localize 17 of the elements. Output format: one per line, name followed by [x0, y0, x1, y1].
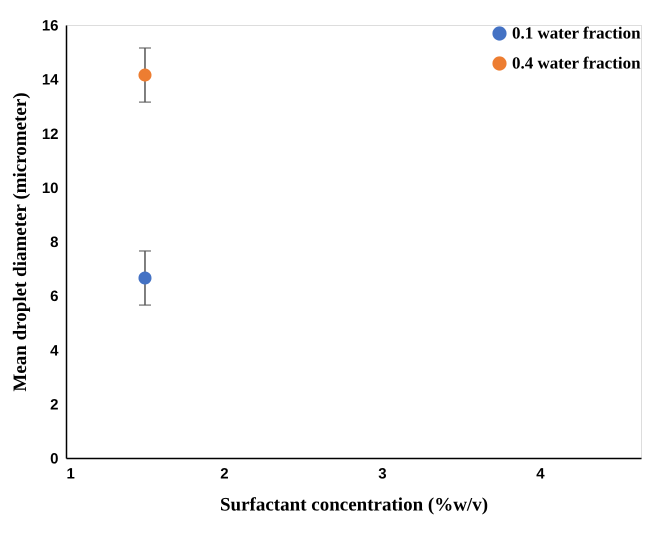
legend-label: 0.1 water fraction	[512, 24, 642, 42]
y-tick-label: 16	[42, 18, 58, 34]
x-axis-title: Surfactant concentration (%w/v)	[220, 494, 488, 516]
x-tick-label: 3	[378, 466, 387, 482]
y-tick-label: 14	[42, 72, 60, 89]
x-tick-label: 2	[220, 466, 229, 482]
y-tick-label: 6	[50, 288, 58, 306]
y-tick-label: 10	[42, 180, 58, 197]
y-axis-title: Mean droplet diameter (micrometer)	[10, 92, 31, 392]
y-tick-label: 8	[50, 234, 58, 251]
x-tick-label: 1	[66, 466, 75, 482]
y-tick-label: 0	[50, 450, 58, 468]
y-tick-label: 2	[50, 396, 58, 414]
x-tick-label: 4	[536, 466, 546, 482]
legend-label: 0.4 water fraction	[512, 54, 642, 72]
y-tick-label: 12	[42, 126, 58, 143]
y-tick-label: 4	[50, 342, 60, 360]
